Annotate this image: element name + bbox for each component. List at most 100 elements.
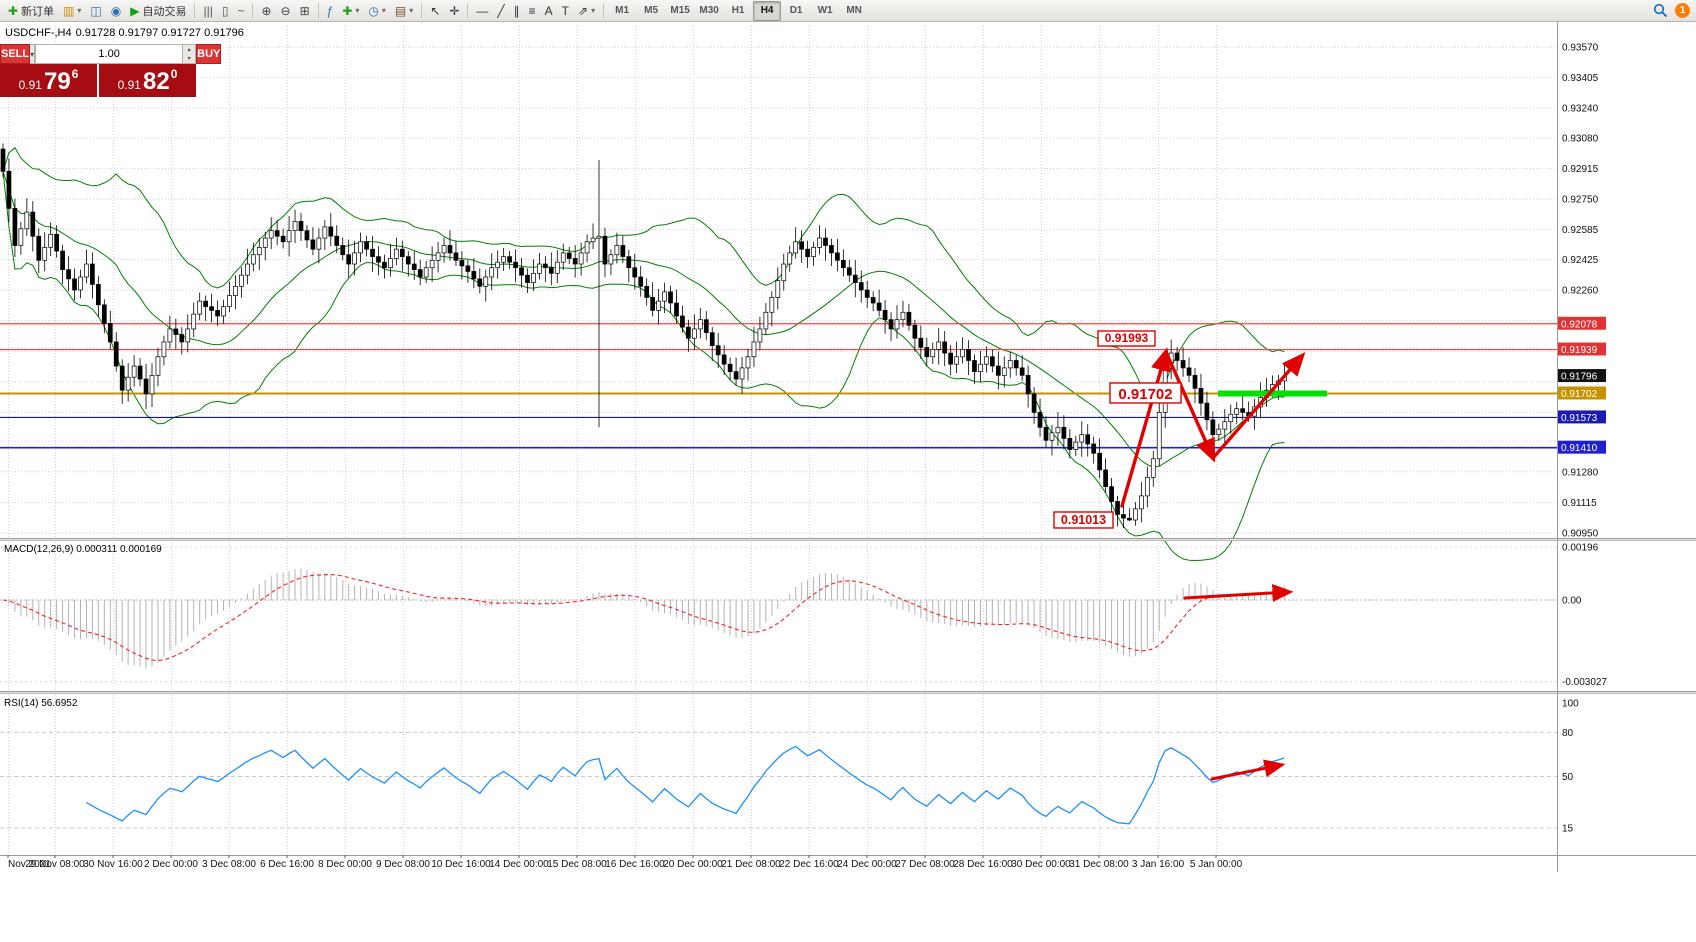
time-axis-label: 10 Dec 16:00 bbox=[431, 859, 491, 870]
annotation-price-label: 0.91993 bbox=[1105, 331, 1149, 345]
macd-panel bbox=[0, 568, 1557, 669]
timeframe-d1-label: D1 bbox=[789, 5, 803, 16]
timeframe-h4[interactable]: H4 bbox=[753, 0, 782, 21]
time-axis-label: 3 Jan 16:00 bbox=[1132, 859, 1185, 870]
rsi-scale-label: 100 bbox=[1562, 699, 1579, 710]
help-button[interactable]: ◉ bbox=[107, 1, 125, 21]
price-axis-label: 0.92585 bbox=[1562, 225, 1599, 236]
timeframe-mn-label: MN bbox=[846, 5, 862, 16]
timeframe-m15[interactable]: M15 bbox=[666, 1, 694, 21]
price-tag bbox=[1558, 386, 1606, 400]
zoom-out-button-icon: ⊖ bbox=[280, 3, 291, 18]
macd-scale-label: -0.003027 bbox=[1562, 677, 1607, 688]
time-axis-label: 3 Dec 08:00 bbox=[202, 859, 256, 870]
hline-button[interactable]: ― bbox=[472, 1, 492, 21]
open-chart-button[interactable]: ▥ ▾ bbox=[59, 1, 85, 21]
trend-arrow[interactable] bbox=[1183, 583, 1294, 602]
text-button-icon: A bbox=[544, 3, 553, 18]
buy-button[interactable]: BUY bbox=[196, 44, 222, 64]
new-order-button[interactable]: ✚ 新订单 bbox=[4, 1, 58, 21]
price-tag bbox=[1558, 316, 1606, 330]
time-axis-label: 15 Dec 08:00 bbox=[547, 859, 607, 870]
search-icon[interactable] bbox=[1653, 3, 1668, 18]
time-axis-label: 22 Dec 16:00 bbox=[779, 859, 839, 870]
tile-windows-button[interactable]: ⊞ bbox=[296, 1, 314, 21]
volume-decrease-button[interactable]: ▾ bbox=[182, 54, 196, 63]
sell-button[interactable]: SELL bbox=[0, 44, 31, 64]
add-indicator-button[interactable]: ✚ ▾ bbox=[338, 1, 363, 21]
rsi-scale-label: 15 bbox=[1562, 823, 1574, 834]
chart-symbol-label: USDCHF-,H4 bbox=[5, 27, 72, 39]
crosshair-button[interactable]: ✛ bbox=[445, 1, 463, 21]
autotrading-button-icon: ▶ bbox=[130, 3, 140, 18]
price-axis-label: 0.93405 bbox=[1562, 73, 1599, 84]
channel-button[interactable]: ∥ bbox=[510, 1, 524, 21]
price-axis-label: 0.93240 bbox=[1562, 104, 1599, 115]
cursor-button[interactable]: ↖ bbox=[426, 1, 444, 21]
sell-price-pips: 79 bbox=[43, 68, 71, 95]
price-tag-label: 0.91573 bbox=[1561, 413, 1598, 424]
panel-separators[interactable] bbox=[0, 22, 1696, 872]
timeframe-m5[interactable]: M5 bbox=[637, 1, 665, 21]
timeframe-m1[interactable]: M1 bbox=[608, 1, 636, 21]
fibonacci-button[interactable]: ≡ bbox=[525, 1, 540, 21]
analysis-annotations[interactable]: 0.91993 0.91702 0.91013 bbox=[1053, 330, 1306, 781]
text-button[interactable]: A bbox=[541, 1, 557, 21]
autotrading-button[interactable]: ▶ 自动交易 bbox=[126, 1, 190, 21]
indicators-button[interactable]: ƒ bbox=[323, 1, 338, 21]
zoom-out-button[interactable]: ⊖ bbox=[277, 1, 295, 21]
shapes-button-icon: ⇗ bbox=[578, 3, 589, 18]
trend-arrow[interactable] bbox=[1120, 347, 1171, 508]
new-order-button-label: 新订单 bbox=[21, 5, 55, 18]
timeframe-h1[interactable]: H1 bbox=[724, 1, 752, 21]
annotation-price-box[interactable] bbox=[1109, 382, 1182, 404]
price-tag-label: 0.91939 bbox=[1561, 345, 1598, 356]
template-button-icon: ▤ bbox=[394, 3, 407, 18]
trend-arrow[interactable] bbox=[1164, 350, 1216, 463]
open-chart-button-icon: ▥ bbox=[63, 3, 75, 18]
macd-scale-label: 0.00196 bbox=[1562, 543, 1599, 554]
trendline-button[interactable]: ╱ bbox=[493, 1, 508, 21]
buy-price-button[interactable]: 0.91 82 0 bbox=[99, 64, 196, 97]
shapes-button[interactable]: ⇗ ▾ bbox=[574, 1, 599, 21]
sell-price-button[interactable]: 0.91 79 6 bbox=[0, 64, 97, 97]
hline-button-icon: ― bbox=[476, 3, 489, 18]
price-axis[interactable]: 0.93570 0.93405 0.93240 0.93080 0.92915 0.927… bbox=[1558, 43, 1607, 835]
price-axis-label: 0.90950 bbox=[1562, 528, 1599, 539]
volume-input[interactable] bbox=[36, 45, 183, 63]
notification-badge[interactable]: 1 bbox=[1675, 3, 1690, 18]
timeframe-d1[interactable]: D1 bbox=[782, 1, 810, 21]
timeframe-mn[interactable]: MN bbox=[840, 1, 868, 21]
horizontal-level-lines[interactable] bbox=[0, 323, 1557, 449]
template-button[interactable]: ▤ ▾ bbox=[391, 1, 417, 21]
rsi-indicator-label: RSI(14) 56.6952 bbox=[4, 698, 78, 709]
volume-preset-dropdown[interactable]: ▾ bbox=[30, 44, 36, 64]
label-button[interactable]: T bbox=[558, 1, 573, 21]
toolbar-separator bbox=[252, 3, 254, 18]
timeframe-w1[interactable]: W1 bbox=[811, 1, 839, 21]
candlestick-chart-button-icon: ▯ bbox=[221, 3, 229, 18]
line-chart-button[interactable]: ~ bbox=[233, 1, 248, 21]
price-axis-label: 0.92750 bbox=[1562, 195, 1599, 206]
price-axis-label: 0.92915 bbox=[1562, 164, 1599, 175]
time-axis-label: 20 Dec 00:00 bbox=[663, 859, 723, 870]
toolbar-separator bbox=[194, 3, 196, 18]
profiles-button[interactable]: ◫ bbox=[86, 1, 105, 21]
bar-chart-button[interactable]: ||| bbox=[199, 1, 216, 21]
volume-increase-button[interactable]: ▴ bbox=[182, 45, 196, 54]
channel-button-icon: ∥ bbox=[513, 3, 520, 18]
trend-arrow[interactable] bbox=[1210, 759, 1286, 781]
volume-spin: ▴ ▾ bbox=[182, 45, 196, 63]
period-button[interactable]: ◷ ▾ bbox=[364, 1, 390, 21]
rsi-scale-label: 80 bbox=[1562, 728, 1574, 739]
candlestick-chart-button[interactable]: ▯ bbox=[218, 1, 233, 21]
add-indicator-button-icon: ✚ bbox=[342, 3, 353, 18]
zoom-in-button[interactable]: ⊕ bbox=[257, 1, 275, 21]
annotation-price-box[interactable] bbox=[1097, 330, 1156, 347]
annotation-price-box[interactable] bbox=[1053, 511, 1114, 529]
time-axis-label: 16 Dec 16:00 bbox=[605, 859, 665, 870]
trend-arrow[interactable] bbox=[1211, 352, 1306, 460]
timeframe-m30[interactable]: M30 bbox=[695, 1, 723, 21]
